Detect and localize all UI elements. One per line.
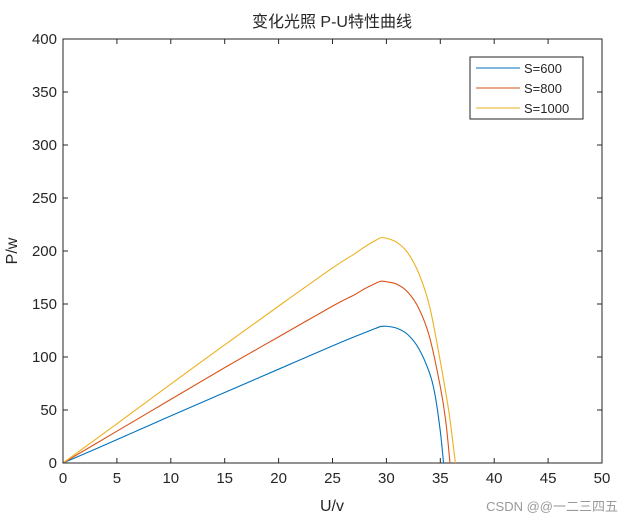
y-tick-label: 150 — [32, 296, 57, 313]
x-tick-label: 35 — [432, 470, 449, 487]
legend-label-2: S=800 — [524, 81, 562, 96]
x-axis-title: U/v — [320, 498, 344, 515]
y-tick-label: 0 — [49, 455, 57, 472]
x-tick-label: 5 — [113, 470, 121, 487]
x-tick-label: 40 — [486, 470, 503, 487]
legend-box — [469, 56, 584, 120]
series-line-3 — [62, 237, 456, 464]
legend-label-3: S=1000 — [524, 101, 569, 116]
y-tick-label: 100 — [32, 349, 57, 366]
y-axis-title: P/w — [4, 237, 21, 264]
watermark: CSDN @@一二三四五 — [486, 499, 618, 514]
y-tick-label: 50 — [40, 402, 57, 419]
legend: S=600 S=800 S=1000 — [469, 56, 584, 120]
x-tick-label: 45 — [540, 470, 557, 487]
y-tick-label: 400 — [32, 31, 57, 48]
legend-label-1: S=600 — [524, 61, 562, 76]
y-tick-label: 250 — [32, 190, 57, 207]
x-tick-label: 30 — [378, 470, 395, 487]
x-tick-label: 0 — [59, 470, 67, 487]
x-tick-label: 10 — [162, 470, 179, 487]
y-tick-label: 300 — [32, 137, 57, 154]
chart-title: 变化光照 P-U特性曲线 — [252, 13, 412, 31]
series-line-1 — [62, 325, 445, 464]
x-tick-label: 20 — [270, 470, 287, 487]
x-tick-label: 25 — [324, 470, 341, 487]
x-tick-label: 50 — [594, 470, 611, 487]
tick-layer: 0 5 10 15 20 25 30 35 40 45 50 0 50 100 150 200 250 300 35… — [32, 31, 610, 487]
series-layer — [62, 237, 456, 464]
x-tick-label: 15 — [216, 470, 233, 487]
series-line-2 — [62, 280, 451, 464]
y-tick-label: 350 — [32, 84, 57, 101]
y-tick-label: 200 — [32, 243, 57, 260]
